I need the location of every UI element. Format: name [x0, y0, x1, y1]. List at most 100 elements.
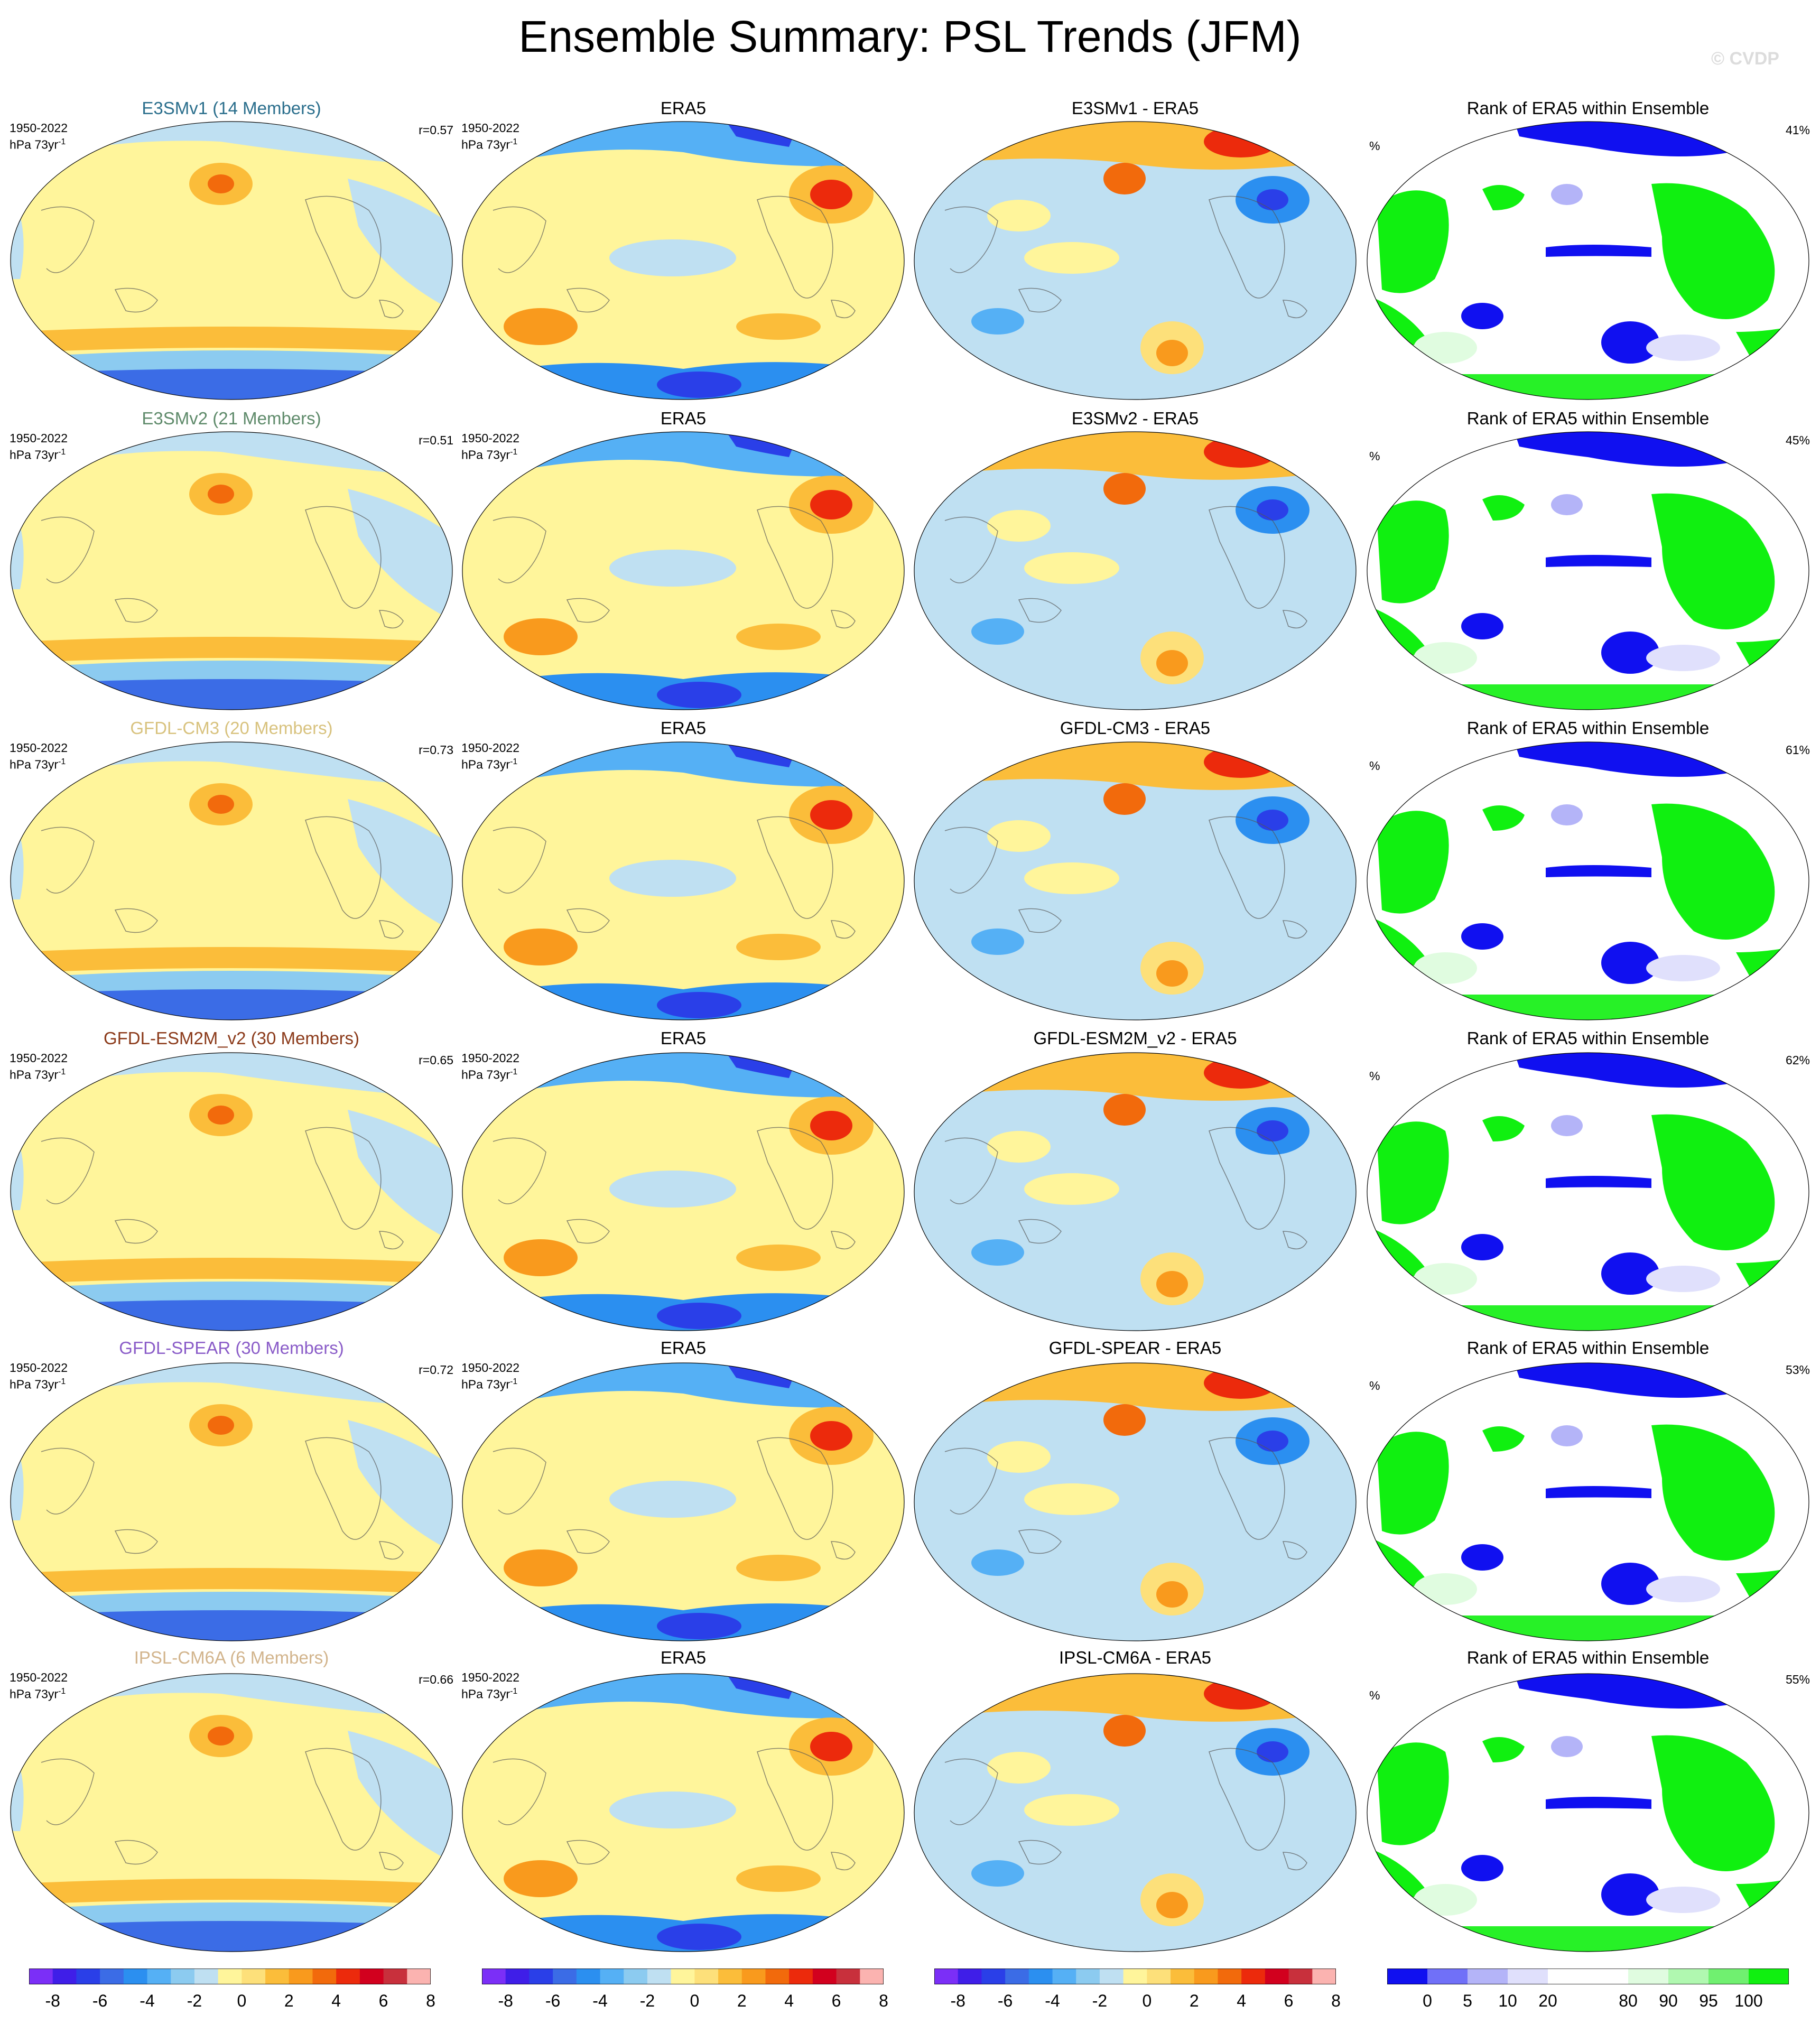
colorbar-tick-label: -2	[639, 1991, 655, 2010]
obs-map-row-2	[462, 431, 905, 710]
colorbar-swatch	[76, 1969, 100, 1984]
panel-title-obs-row-3: ERA5	[660, 718, 707, 738]
rank-map-row-4	[1367, 1052, 1809, 1331]
units-text: hPa 73yr	[461, 757, 510, 772]
colorbar-tick-label: 2	[737, 1991, 747, 2010]
period-label: 1950-2022	[461, 741, 519, 755]
colorbar-swatch	[1708, 1969, 1749, 1984]
colorbar-swatch	[242, 1969, 266, 1984]
colorbar-tick-label: 8	[426, 1991, 435, 2010]
rank-map-row-2	[1367, 431, 1809, 710]
units-label: hPa 73yr-1	[10, 1065, 66, 1082]
units-label: hPa 73yr-1	[461, 755, 517, 772]
units-text: hPa 73yr	[10, 757, 59, 772]
panel-title-model-row-2: E3SMv2 (21 Members)	[142, 408, 321, 428]
colorbar-swatch	[1508, 1969, 1548, 1984]
colorbar-swatch	[671, 1969, 695, 1984]
colorbar-swatch	[359, 1969, 384, 1984]
colorbar-tick-label: -6	[997, 1991, 1013, 2010]
colorbar-swatch	[1123, 1969, 1147, 1984]
colorbar-swatch	[171, 1969, 195, 1984]
units-label: hPa 73yr-1	[461, 1065, 517, 1082]
units-label: hPa 73yr-1	[461, 445, 517, 462]
rank-map-row-6	[1367, 1673, 1809, 1952]
units-exponent: -1	[58, 448, 66, 457]
period-label: 1950-2022	[10, 1361, 68, 1375]
units-exponent: -1	[58, 1687, 66, 1696]
colorbar-swatch	[1028, 1969, 1053, 1984]
units-text: hPa 73yr	[461, 137, 510, 152]
page-title: Ensemble Summary: PSL Trends (JFM)	[518, 12, 1302, 61]
panel-title-diff-row-5: GFDL-SPEAR - ERA5	[1048, 1338, 1222, 1358]
colorbar-swatch	[958, 1969, 982, 1984]
diff-map-row-6	[914, 1673, 1357, 1952]
colorbar-swatch	[52, 1969, 77, 1984]
panel-title-model-row-5: GFDL-SPEAR (30 Members)	[119, 1338, 344, 1358]
rank-unit-label: %	[1369, 449, 1380, 463]
colorbar-tick-label: 0	[1423, 1991, 1432, 2010]
panel-title-diff-row-3: GFDL-CM3 - ERA5	[1060, 718, 1211, 738]
rank-percent-label: 41%	[1785, 123, 1810, 137]
colorbar-swatch	[336, 1969, 360, 1984]
diff-map-row-1	[914, 121, 1357, 400]
units-label: hPa 73yr-1	[461, 1375, 517, 1392]
cvdp-watermark: © CVDP	[1711, 49, 1779, 69]
rank-percent-label: 62%	[1785, 1053, 1810, 1067]
panel-title-obs-row-4: ERA5	[660, 1028, 707, 1048]
period-label: 1950-2022	[461, 1051, 519, 1065]
colorbar-swatch	[1668, 1969, 1709, 1984]
correlation-label: r=0.51	[419, 433, 453, 447]
colorbar-swatch	[1468, 1969, 1508, 1984]
colorbar-swatch	[647, 1969, 672, 1984]
colorbar-tick-label: 5	[1463, 1991, 1472, 2010]
panel-title-obs-row-2: ERA5	[660, 408, 707, 428]
rank-unit-label: %	[1369, 1069, 1380, 1083]
panel-title-model-row-6: IPSL-CM6A (6 Members)	[134, 1648, 329, 1667]
colorbar-swatch	[1427, 1969, 1468, 1984]
rank-colorbar	[1387, 1969, 1789, 1984]
colorbar-swatch	[1099, 1969, 1124, 1984]
rank-unit-label: %	[1369, 139, 1380, 153]
colorbar-tick-label: 20	[1538, 1991, 1557, 2010]
trend-colorbar-diff	[934, 1969, 1336, 1984]
model-map-row-6	[10, 1673, 453, 1952]
colorbar-swatch	[289, 1969, 313, 1984]
colorbar-tick-label: 4	[331, 1991, 341, 2010]
rank-unit-label: %	[1369, 1379, 1380, 1392]
diff-map-row-2	[914, 431, 1357, 710]
obs-map-row-6	[462, 1673, 905, 1952]
colorbar-tick-label: -6	[545, 1991, 561, 2010]
model-map-row-5	[10, 1362, 453, 1641]
units-exponent: -1	[58, 1377, 66, 1386]
period-label: 1950-2022	[10, 741, 68, 755]
period-label: 1950-2022	[461, 431, 519, 445]
units-label: hPa 73yr-1	[461, 135, 517, 152]
colorbar-swatch	[789, 1969, 813, 1984]
colorbar-tick-label: 6	[831, 1991, 841, 2010]
colorbar-tick-label: -4	[1045, 1991, 1060, 2010]
colorbar-swatch	[29, 1969, 53, 1984]
obs-map-row-1	[462, 121, 905, 400]
colorbar-swatch	[1588, 1969, 1629, 1984]
units-text: hPa 73yr	[10, 1687, 59, 1701]
model-map-row-2	[10, 431, 453, 710]
colorbar-tick-label: 0	[1142, 1991, 1152, 2010]
colorbar-swatch	[576, 1969, 601, 1984]
colorbar-swatch	[1171, 1969, 1195, 1984]
units-text: hPa 73yr	[10, 137, 59, 152]
rank-percent-label: 53%	[1785, 1363, 1810, 1377]
panel-title-model-row-3: GFDL-CM3 (20 Members)	[130, 718, 333, 738]
colorbar-tick-label: 6	[1284, 1991, 1294, 2010]
obs-map-row-3	[462, 741, 905, 1020]
units-label: hPa 73yr-1	[461, 1684, 517, 1702]
units-exponent: -1	[510, 1377, 518, 1386]
rank-percent-label: 61%	[1785, 743, 1810, 757]
colorbar-swatch	[694, 1969, 719, 1984]
correlation-label: r=0.72	[419, 1363, 453, 1377]
units-text: hPa 73yr	[461, 1687, 510, 1701]
units-text: hPa 73yr	[461, 1377, 510, 1391]
rank-map-row-1	[1367, 121, 1809, 400]
colorbar-swatch	[194, 1969, 219, 1984]
panel-title-obs-row-1: ERA5	[660, 98, 707, 118]
rank-map-row-5	[1367, 1362, 1809, 1641]
